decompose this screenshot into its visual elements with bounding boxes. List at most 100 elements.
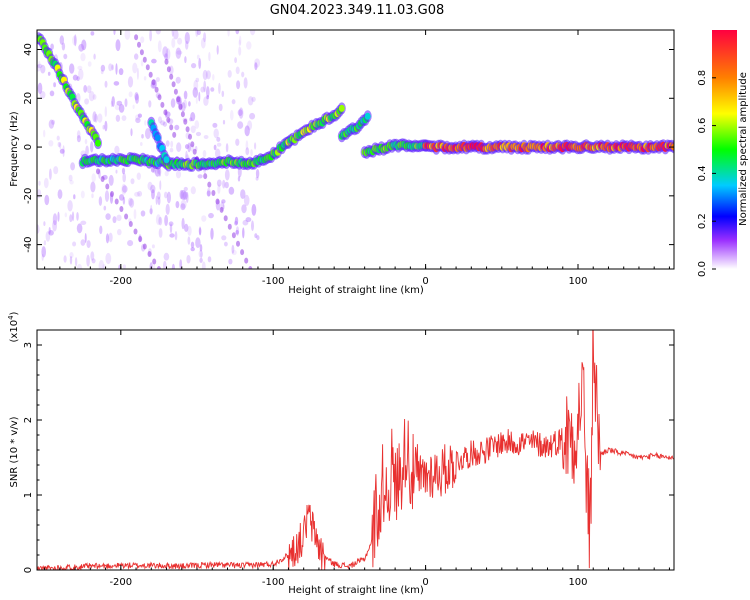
spectrogram-noise-cell	[237, 121, 244, 129]
spectrogram-streak-cell	[227, 223, 232, 230]
spectrogram-noise-cell	[77, 65, 83, 70]
spectrogram-noise-cell	[52, 213, 58, 226]
spectrogram-noise-cell	[225, 143, 229, 153]
spectrogram-noise-cell	[198, 58, 202, 69]
spectrogram-noise-cell	[105, 213, 111, 221]
spectrogram-noise-cell	[165, 140, 170, 147]
spectrogram-noise-cell	[191, 63, 197, 69]
spectrogram-noise-cell	[111, 64, 114, 71]
colorbar-tick-label: 0.4	[697, 165, 708, 181]
spectrogram-noise-cell	[203, 32, 207, 43]
spectrogram-noise-cell	[195, 96, 198, 104]
spectrogram-noise-cell	[224, 241, 228, 247]
spectrogram-noise-cell	[43, 240, 47, 246]
spectrogram-noise-cell	[158, 228, 163, 238]
spectrogram-streak-cell	[190, 141, 195, 148]
spectrogram-noise-cell	[100, 69, 104, 75]
spectrogram-noise-cell	[90, 31, 95, 36]
spectrogram-noise-cell	[222, 119, 226, 125]
spectrogram-noise-cell	[133, 209, 137, 220]
spectrogram-noise-cell	[130, 178, 135, 185]
spectrogram-noise-cell	[149, 30, 152, 42]
spectrogram-noise-cell	[105, 233, 110, 244]
spectrogram-noise-cell	[238, 39, 241, 47]
spectrogram-noise-cell	[212, 122, 218, 128]
spectrogram-noise-cell	[183, 99, 188, 109]
spectrogram-noise-cell	[74, 34, 77, 47]
colorbar-gradient	[712, 30, 737, 269]
spectrogram-noise-cell	[114, 103, 121, 111]
spectrogram-ylabel: Frequency (Hz)	[9, 111, 20, 187]
spectrogram-noise-cell	[221, 90, 225, 98]
spectrogram-noise-cell	[128, 91, 133, 98]
spectrogram-noise-cell	[104, 120, 108, 132]
spectrogram-streak-cell	[236, 240, 240, 247]
spectrogram-noise-cell	[190, 125, 196, 134]
spectrogram-noise-cell	[76, 223, 83, 234]
spectrogram-noise-cell	[200, 37, 206, 49]
spectrogram-noise-cell	[143, 76, 147, 81]
spectrogram-noise-cell	[129, 198, 135, 208]
spectrogram-xlabel: Height of straight line (km)	[288, 285, 424, 296]
spectrogram-noise-cell	[86, 254, 90, 267]
spectrogram-streak-cell	[166, 116, 171, 123]
spectrogram-noise-cell	[48, 230, 54, 236]
spectrogram-noise-cell	[206, 190, 211, 197]
spectrogram-noise-cell	[179, 189, 184, 200]
spectrogram-noise-cell	[118, 264, 121, 269]
spectrogram-noise-cell	[52, 220, 57, 232]
spectrogram-area	[37, 30, 674, 269]
spectrogram-noise-cell	[84, 98, 89, 105]
spectrogram-noise-cell	[90, 141, 94, 153]
spectrogram-noise-cell	[216, 136, 221, 142]
spectrogram-streak-cell	[207, 181, 212, 188]
colorbar: 0.0 0.2 0.4 0.6 0.8 Normalized spectral ampl…	[697, 30, 749, 277]
spectrogram-noise-cell	[59, 148, 65, 154]
snr-panel: -200 -100 0 100 0 1 2 3 Height of straight line…	[7, 311, 675, 596]
spectrogram-noise-cell	[51, 119, 55, 125]
spectrogram-noise-cell	[40, 64, 46, 74]
spectrogram-noise-cell	[213, 144, 217, 151]
spectrogram-noise-cell	[76, 76, 80, 81]
spectrogram-noise-cell	[181, 102, 186, 112]
spectrogram-noise-cell	[189, 117, 193, 122]
spectrogram-noise-cell	[169, 233, 175, 238]
spectrogram-noise-cell	[155, 214, 161, 226]
spectrogram-noise-cell	[115, 169, 118, 174]
spectrogram-noise-cell	[203, 135, 209, 139]
spectrogram-noise-cell	[217, 184, 221, 194]
spectrogram-noise-cell	[221, 199, 226, 204]
spectrogram-noise-cell	[158, 167, 162, 177]
spectrogram-noise-cell	[140, 142, 143, 146]
spectrogram-streak-cell	[160, 101, 165, 108]
spectrogram-noise-cell	[244, 125, 250, 137]
spectrogram-noise-cell	[140, 210, 146, 217]
spectrogram-noise-cell	[242, 227, 245, 239]
spectrogram-noise-cell	[241, 71, 245, 78]
spectrogram-noise-cell	[235, 226, 240, 237]
spectrogram-noise-cell	[198, 227, 202, 236]
spectrogram-noise-cell	[102, 124, 105, 130]
spectrogram-noise-cell	[239, 35, 242, 46]
snr-ytick-label: 2	[23, 417, 34, 423]
spectrogram-noise-cell	[47, 71, 51, 76]
spectrogram-streak-cell	[142, 243, 147, 250]
spectrogram-noise-cell	[124, 30, 131, 40]
spectrogram-streak-cell	[147, 251, 152, 257]
spectrogram-noise-cell	[234, 216, 239, 225]
spectrogram-streak-cell	[164, 58, 169, 65]
spectrogram-streak-cell	[163, 109, 168, 116]
spectrogram-noise-cell	[201, 261, 206, 269]
spectrogram-noise-cell	[216, 142, 222, 147]
spectrogram-noise-cell	[121, 183, 127, 195]
spectrogram-noise-cell	[57, 211, 60, 222]
spectrogram-noise-cell	[162, 46, 169, 58]
spectrogram-noise-cell	[222, 204, 225, 210]
spectrogram-noise-cell	[115, 114, 121, 122]
spectrogram-noise-cell	[158, 116, 162, 124]
spectrogram-noise-cell	[113, 30, 116, 35]
figure-title: GN04.2023.349.11.03.G08	[270, 3, 445, 18]
spectrogram-xtick-label: -200	[109, 276, 132, 287]
spectrogram-noise-cell	[175, 170, 182, 179]
